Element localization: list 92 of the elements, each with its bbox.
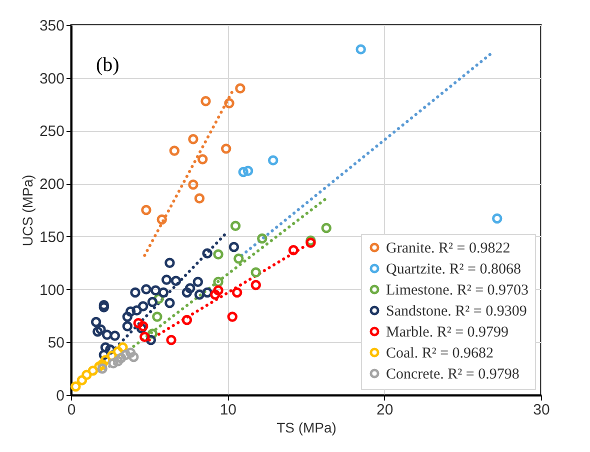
x-tick-label: 10 (220, 402, 237, 418)
y-tick-label: 250 (39, 123, 64, 140)
point (108, 358, 118, 368)
point (88, 366, 98, 376)
point (96, 324, 106, 335)
point (227, 312, 238, 322)
point (169, 146, 180, 156)
point (232, 287, 242, 298)
point (194, 289, 205, 300)
point (230, 220, 241, 231)
point (76, 375, 88, 386)
point (200, 96, 211, 106)
point (182, 287, 192, 298)
point (141, 204, 152, 216)
point (188, 134, 198, 144)
y-tick-label: 350 (39, 18, 64, 34)
point (132, 305, 142, 316)
legend-label: Coal. R² = 0.9682 (386, 346, 494, 362)
y-tick-label: 50 (48, 334, 64, 352)
point (220, 144, 232, 154)
point (197, 154, 208, 164)
point (133, 318, 144, 328)
point (122, 321, 133, 332)
point (224, 98, 234, 108)
point (138, 301, 148, 312)
y-tick-label: 150 (39, 228, 64, 246)
point (238, 166, 248, 178)
point (492, 213, 502, 224)
y-tick-label: 300 (39, 70, 64, 88)
point (170, 276, 182, 286)
y-tick-label: 100 (39, 282, 64, 299)
point (182, 314, 192, 326)
point (213, 276, 224, 287)
point (110, 330, 120, 341)
point (102, 330, 112, 340)
point (97, 363, 108, 374)
point (70, 381, 81, 392)
point (250, 280, 261, 290)
point (356, 44, 366, 54)
point (202, 248, 212, 258)
y-tick-label: 200 (39, 176, 64, 194)
point (82, 370, 92, 380)
point (194, 193, 205, 204)
point (152, 312, 162, 322)
point (242, 166, 254, 176)
point (161, 274, 172, 285)
point (268, 155, 278, 166)
point (150, 285, 161, 296)
point (213, 285, 224, 296)
point (235, 83, 246, 94)
point (234, 254, 244, 264)
point (156, 214, 167, 225)
point (120, 350, 131, 360)
point (92, 326, 103, 337)
point (100, 342, 111, 353)
point (147, 296, 158, 308)
x-tick-label: 30 (533, 402, 550, 418)
legend-label: Marble. R² = 0.9799 (386, 324, 509, 340)
point (130, 287, 140, 298)
legend-label: Limestone. R² = 0.9703 (386, 282, 529, 298)
x-axis-title: TS (MPa) (276, 420, 336, 436)
point (192, 276, 204, 287)
point (164, 258, 175, 268)
annotation: (b) (96, 54, 120, 76)
point (158, 287, 169, 298)
y-tick-label: 0 (56, 388, 64, 404)
point (250, 267, 261, 278)
point (128, 352, 139, 362)
x-tick-label: 20 (376, 402, 394, 418)
legend-label: Granite. R² = 0.9822 (386, 240, 510, 256)
point (321, 222, 332, 234)
point (188, 180, 198, 190)
x-tick-label: 0 (67, 402, 76, 418)
y-axis-title: UCS (MPa) (19, 174, 36, 246)
point (125, 306, 136, 317)
point (90, 316, 102, 328)
point (122, 312, 133, 322)
point (210, 289, 220, 300)
point (164, 298, 175, 308)
legend-label: Concrete. R² = 0.9798 (386, 366, 520, 382)
point (213, 249, 224, 260)
point (228, 242, 240, 252)
point (184, 283, 196, 294)
point (141, 284, 152, 294)
point (140, 332, 150, 342)
point (257, 233, 268, 244)
point (166, 334, 176, 346)
legend-label: Sandstone. R² = 0.9309 (386, 304, 527, 320)
legend-label: Quartzite. R² = 0.8068 (386, 262, 522, 278)
point (288, 245, 299, 256)
point (125, 348, 136, 358)
point (112, 356, 124, 366)
